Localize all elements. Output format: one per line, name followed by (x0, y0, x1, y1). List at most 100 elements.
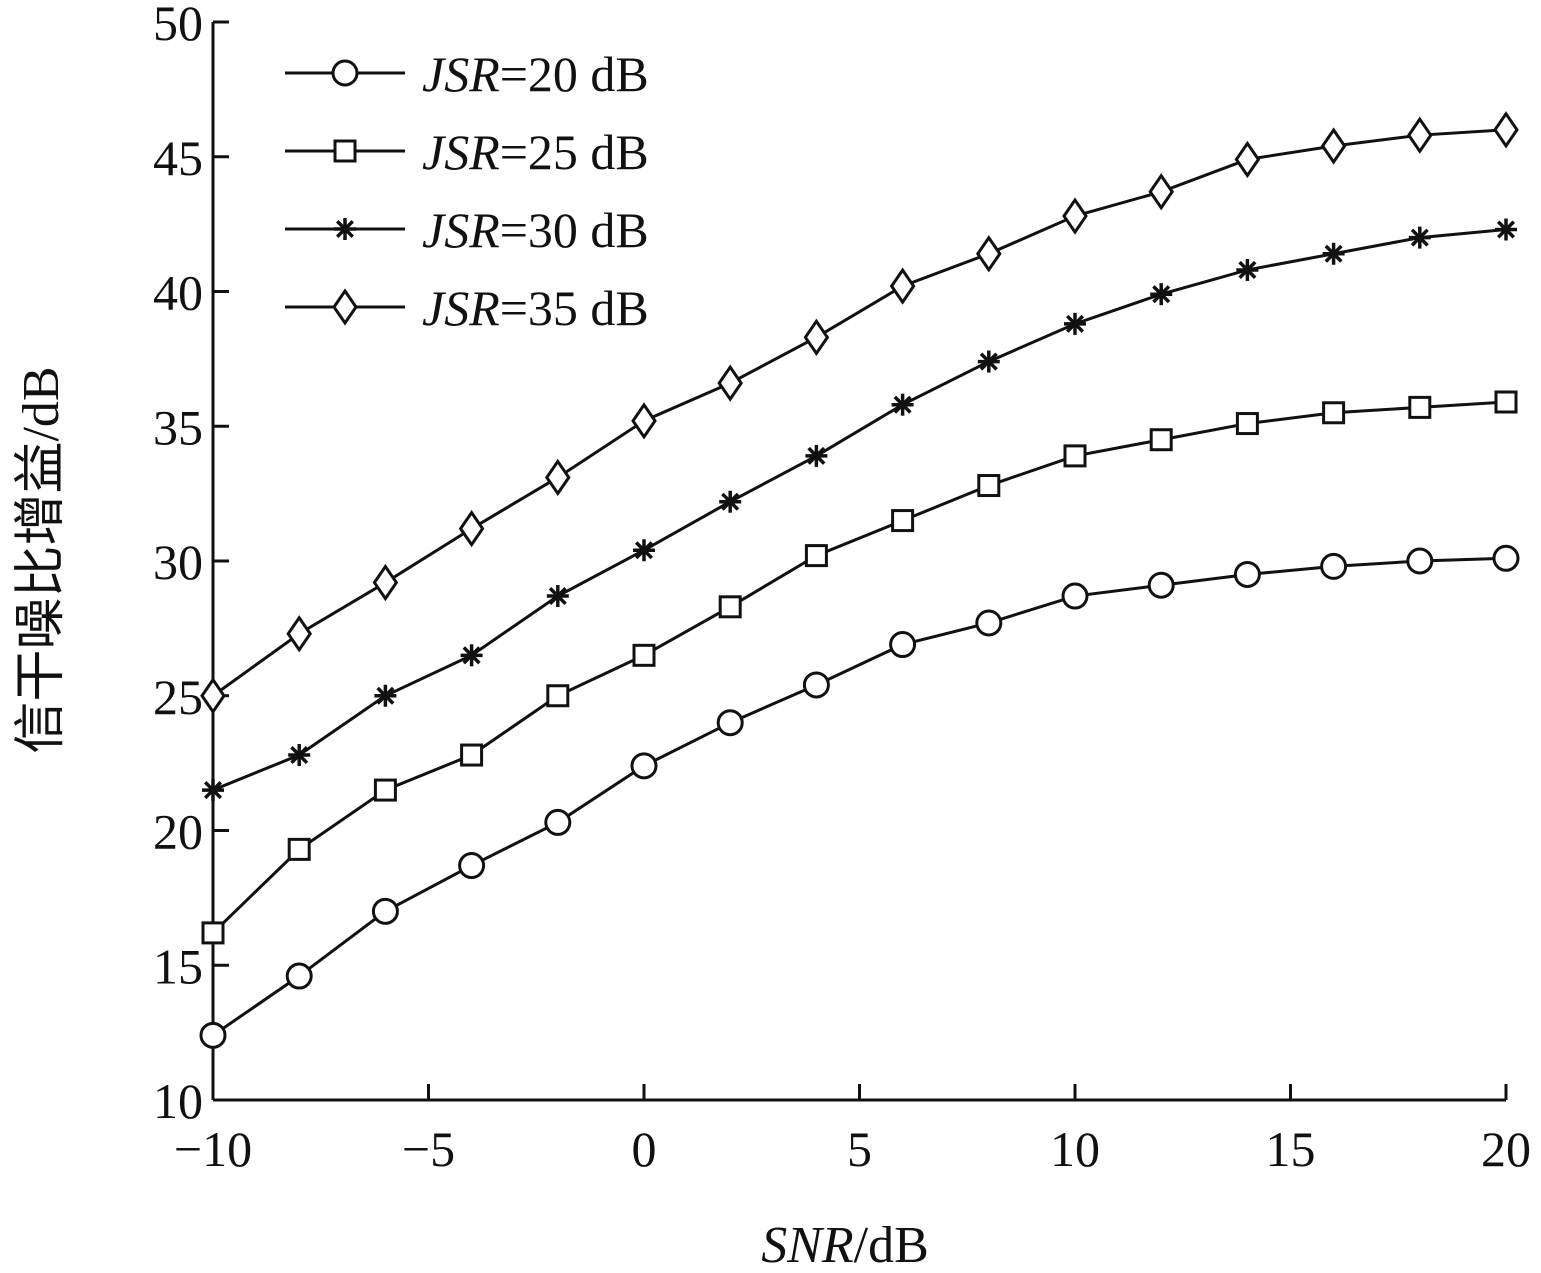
x-tick-label: 15 (1266, 1121, 1316, 1177)
legend-label-italic: JSR (422, 124, 500, 180)
x-axis-title-unit: /dB (854, 1217, 929, 1273)
data-point (1233, 560, 1261, 588)
data-point (1063, 444, 1087, 468)
y-tick-label: 30 (153, 534, 203, 590)
data-point (546, 684, 570, 708)
asterisk-stroke (462, 646, 481, 665)
asterisk-stroke (1324, 244, 1343, 263)
data-point (202, 779, 224, 802)
data-point (1061, 582, 1089, 610)
data-point (977, 474, 1001, 498)
data-point (1495, 218, 1517, 241)
data-point (889, 631, 917, 659)
x-tick-label: 20 (1481, 1121, 1531, 1177)
y-tick-label: 40 (153, 265, 203, 321)
data-point (374, 684, 397, 707)
data-point (630, 752, 658, 780)
asterisk-stroke (335, 219, 355, 239)
data-point (544, 458, 571, 497)
data-point (805, 444, 828, 467)
data-point (288, 744, 311, 767)
legend-item: JSR=35 dB (285, 280, 649, 336)
data-point (889, 267, 916, 305)
legend-label: JSR=20 dB (422, 46, 649, 102)
legend-item: JSR=30 dB (285, 202, 649, 258)
x-tick-label: 0 (632, 1121, 657, 1177)
y-axis-ticks: 10 15 20 25 30 35 40 45 50 (153, 0, 229, 1129)
x-tick-label: −10 (174, 1121, 252, 1177)
y-tick-label: 15 (153, 938, 203, 994)
series-asterisk (202, 218, 1517, 802)
legend-marker (331, 59, 359, 87)
data-point (544, 808, 572, 836)
data-point (891, 509, 915, 533)
data-point (1062, 197, 1088, 235)
asterisk-stroke (290, 746, 309, 765)
data-point (1148, 173, 1175, 211)
data-point (1235, 412, 1259, 436)
x-axis-title: SNR/dB (761, 1217, 929, 1273)
legend-label-rest: =30 dB (500, 202, 649, 258)
data-point (460, 743, 484, 767)
data-point (201, 921, 225, 945)
y-tick-label: 10 (153, 1073, 203, 1129)
data-point (1236, 258, 1259, 281)
axes (211, 22, 1506, 1102)
series-line (212, 556, 1507, 1037)
legend-label: JSR=35 dB (422, 280, 649, 336)
legend-label-rest: =20 dB (500, 46, 649, 102)
data-point (975, 609, 1003, 637)
data-point (1494, 390, 1518, 414)
data-point (460, 644, 483, 667)
data-point (371, 897, 399, 925)
legend-label-italic: JSR (422, 202, 500, 258)
data-point (458, 510, 485, 548)
legend-marker (332, 288, 358, 326)
asterisk-stroke (807, 446, 826, 465)
data-point (1322, 401, 1346, 425)
y-tick-label: 35 (153, 399, 203, 455)
data-point (718, 595, 742, 619)
asterisk-stroke (1238, 260, 1257, 279)
data-point (546, 585, 569, 608)
legend-label-rest: =25 dB (500, 124, 649, 180)
x-axis-ticks: −10 −5 0 5 10 15 20 (174, 1084, 1531, 1177)
series-line (211, 400, 1507, 934)
legend-label: JSR=30 dB (422, 202, 649, 258)
data-point (1150, 283, 1173, 306)
data-point (1234, 140, 1261, 179)
legend-label-italic: JSR (422, 280, 500, 336)
data-point (891, 393, 914, 416)
data-point (373, 778, 397, 802)
x-tick-label: 10 (1050, 1121, 1100, 1177)
data-point (1322, 242, 1345, 265)
series-diamond (200, 111, 1519, 715)
data-point (1492, 544, 1520, 572)
data-point (719, 490, 742, 513)
asterisk-stroke (1152, 285, 1171, 304)
data-point (975, 235, 1002, 273)
data-point (200, 677, 226, 715)
asterisk-stroke (721, 492, 740, 511)
series-square (201, 390, 1518, 945)
asterisk-stroke (1410, 228, 1429, 247)
y-tick-label: 50 (153, 0, 203, 51)
asterisk-stroke (979, 352, 998, 371)
data-point (1408, 395, 1432, 419)
data-point (285, 962, 313, 990)
data-point (716, 709, 744, 737)
x-axis-title-italic: SNR (761, 1217, 853, 1273)
x-tick-label: −5 (402, 1121, 455, 1177)
data-point (804, 544, 828, 568)
series-layer (199, 111, 1520, 1049)
asterisk-stroke (634, 541, 654, 560)
x-tick-label: 5 (847, 1121, 872, 1177)
series-line (212, 228, 1507, 792)
legend-marker (333, 139, 357, 163)
data-point (1408, 226, 1431, 249)
data-point (1406, 116, 1433, 154)
data-point (286, 615, 313, 653)
asterisk-stroke (376, 686, 395, 705)
data-point (1493, 111, 1519, 149)
